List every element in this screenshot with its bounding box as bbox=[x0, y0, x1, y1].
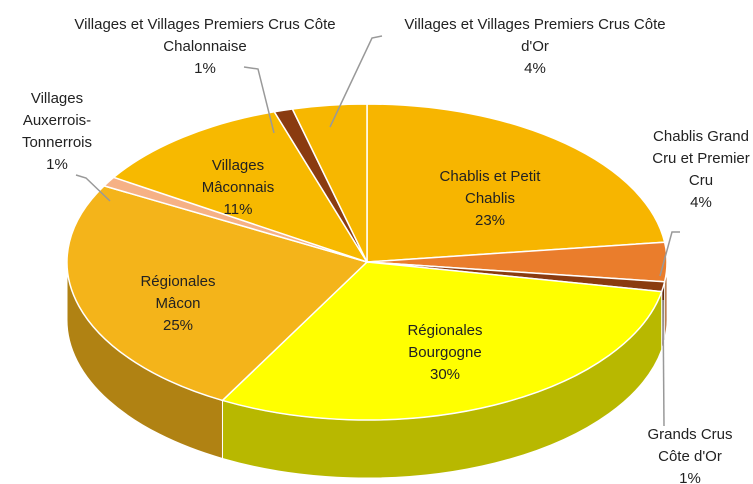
slice-label: Régionales Bourgogne 30% bbox=[385, 320, 505, 386]
slice-label: Régionales Mâcon 25% bbox=[128, 271, 228, 337]
pie-tops bbox=[66, 103, 668, 421]
slice-label: Villages et Villages Premiers Crus Côte … bbox=[390, 14, 680, 80]
slice-name: Villages Mâconnais bbox=[201, 157, 275, 196]
slice-name: Régionales Mâcon bbox=[140, 273, 216, 312]
slice-label: Chablis et Petit Chablis 23% bbox=[425, 166, 555, 232]
slice-percent: 30% bbox=[429, 366, 461, 383]
pie-slice bbox=[291, 103, 368, 263]
slice-name: Villages Auxerrois-Tonnerrois bbox=[21, 90, 93, 151]
slice-name: Chablis et Petit Chablis bbox=[439, 168, 541, 207]
slice-label: Villages Auxerrois-Tonnerrois 1% bbox=[12, 88, 102, 176]
slice-name: Régionales Bourgogne bbox=[407, 322, 483, 361]
slice-name: Villages et Villages Premiers Crus Côte … bbox=[404, 16, 666, 55]
slice-percent: 11% bbox=[223, 201, 253, 218]
slice-percent: 1% bbox=[194, 60, 216, 77]
pie-slice bbox=[221, 261, 663, 421]
slice-percent: 23% bbox=[474, 212, 506, 229]
pie-slice bbox=[66, 185, 369, 402]
leader-lines bbox=[75, 35, 680, 427]
leader-line bbox=[329, 35, 383, 128]
leader-line bbox=[659, 231, 680, 277]
slice-name: Villages et Villages Premiers Crus Côte … bbox=[74, 16, 336, 55]
slice-percent: 25% bbox=[162, 317, 194, 334]
slice-percent: 4% bbox=[690, 194, 712, 211]
leader-line bbox=[662, 299, 665, 427]
slice-name: Chablis Grand Cru et Premier Cru bbox=[652, 128, 750, 189]
pie-slice bbox=[366, 103, 666, 263]
leader-line bbox=[75, 174, 111, 202]
slice-label: Grands Crus Côte d'Or 1% bbox=[640, 424, 740, 484]
pie-slice bbox=[112, 110, 369, 264]
slice-percent: 1% bbox=[46, 156, 68, 173]
slice-label: Villages Mâconnais 11% bbox=[188, 155, 288, 221]
slice-percent: 4% bbox=[524, 60, 546, 77]
slice-label: Villages et Villages Premiers Crus Côte … bbox=[40, 14, 370, 80]
slice-percent: 1% bbox=[679, 470, 701, 484]
slice-name: Grands Crus Côte d'Or bbox=[647, 426, 733, 465]
leader-line bbox=[243, 66, 275, 134]
slice-label: Chablis Grand Cru et Premier Cru 4% bbox=[651, 126, 751, 214]
